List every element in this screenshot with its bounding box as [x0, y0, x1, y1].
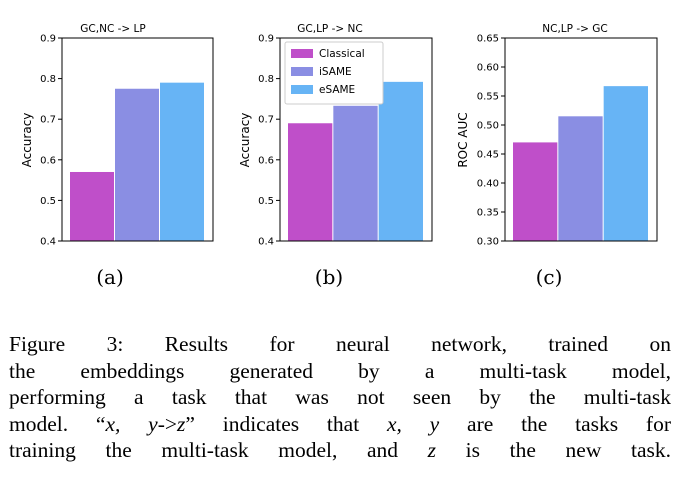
bar-a-esame [160, 82, 204, 241]
ytick-label-a: 0.7 [40, 115, 56, 126]
panel-a-subcaption: (a) [96, 265, 124, 289]
figure-caption: Figure 3: Results for neural network, tr… [9, 331, 671, 464]
caption-line-5: training the multi-task model, and z is … [9, 437, 671, 464]
legend-swatch-isame [291, 67, 313, 76]
bar-a-classical [70, 171, 114, 241]
ytick-label-a: 0.8 [40, 74, 56, 85]
caption-var-xy: x, y [105, 411, 158, 436]
legend-label-esame: eSAME [319, 84, 355, 96]
plot-area-c: 0.30 0.35 0.40 0.45 0.50 0.55 0.60 0.65 [477, 34, 658, 248]
bar-b-classical [288, 123, 333, 241]
axes-frame-a [61, 37, 214, 242]
bar-b-esame [378, 81, 423, 241]
panel-b-ylabel: Accuracy [238, 113, 252, 168]
caption-var-z-2: z [427, 438, 437, 463]
ytick-label-b: 0.6 [258, 155, 274, 166]
caption-var-z: z [177, 411, 186, 436]
caption-line-4-part-3: are the tasks for [439, 411, 671, 436]
caption-line-3: performing a task that was not seen by t… [9, 385, 671, 410]
legend: Classical iSAME eSAME [284, 41, 384, 105]
ytick-label-c: 0.55 [477, 92, 499, 103]
ytick-label-b: 0.5 [258, 196, 274, 207]
panel-c-ylabel: ROC AUC [456, 112, 470, 167]
ytick-label-c: 0.35 [477, 208, 499, 219]
ytick-label-b: 0.9 [258, 34, 274, 45]
bar-a-isame [115, 88, 159, 241]
panel-b-title: GC,LP -> NC [297, 23, 362, 35]
caption-line-4-part-1: model. “ [9, 411, 106, 436]
caption-arrow: -> [157, 411, 178, 436]
caption-line-4: model. “x, y->z” indicates that x, y are… [9, 411, 671, 438]
legend-label-isame: iSAME [319, 66, 352, 78]
plot-area-b: 0.4 0.5 0.6 0.7 0.8 0.9 [258, 34, 433, 248]
ytick-label-c: 0.65 [477, 34, 499, 45]
panel-c-title: NC,LP -> GC [542, 23, 607, 35]
bar-b-isame [333, 105, 378, 241]
ytick-label-a: 0.4 [40, 237, 56, 248]
panel-b-subcaption: (b) [315, 265, 343, 289]
ytick-label-c: 0.60 [477, 63, 499, 74]
caption-var-xy-2: x, y [386, 411, 440, 436]
ytick-label-a: 0.6 [40, 155, 56, 166]
panel-c-subcaption: (c) [536, 265, 563, 289]
panel-a: GC,NC -> LP 0.40.50.60.70.80.9 Accuracy … [20, 23, 214, 289]
plot-area-a: 0.4 0.5 0.6 0.7 0.8 0.9 [40, 34, 214, 248]
ytick-label-b: 0.8 [258, 74, 274, 85]
ytick-label-b: 0.4 [258, 237, 274, 248]
ytick-label-c: 0.45 [477, 150, 499, 161]
panel-a-title: GC,NC -> LP [80, 23, 145, 35]
ytick-label-c: 0.30 [477, 237, 499, 248]
caption-line-5-part-2: is the new task. [436, 438, 671, 463]
bar-c-esame [603, 86, 648, 241]
caption-line-5-part-1: training the multi-task model, and [9, 438, 428, 463]
bar-c-isame [558, 116, 603, 241]
ytick-label-c: 0.40 [477, 179, 499, 190]
ytick-label-a: 0.9 [40, 34, 56, 45]
caption-line-4-part-2: ” indicates that [185, 411, 387, 436]
bar-c-classical [513, 142, 558, 241]
figure: GC,NC -> LP 0.40.50.60.70.80.9 Accuracy … [20, 23, 658, 289]
axes-frame-c [504, 37, 658, 242]
ytick-label-c: 0.50 [477, 121, 499, 132]
caption-line-1: Figure 3: Results for neural network, tr… [9, 332, 671, 356]
axes-frame-b [279, 37, 433, 242]
ytick-label-a: 0.5 [40, 196, 56, 207]
panel-a-ylabel: Accuracy [20, 113, 34, 168]
panel-b: GC,LP -> NC 0.40.50.60.70.80.9 Accuracy … [238, 23, 433, 289]
legend-label-classical: Classical [319, 48, 365, 60]
panel-c: NC,LP -> GC 0.30 0.35 0.40 0.45 0.50 0.55 0.60… [456, 23, 658, 289]
legend-swatch-classical [291, 49, 313, 58]
ytick-label-b: 0.7 [258, 115, 274, 126]
legend-swatch-esame [291, 85, 313, 94]
caption-line-2: the embeddings generated by a multi-task… [9, 358, 671, 383]
